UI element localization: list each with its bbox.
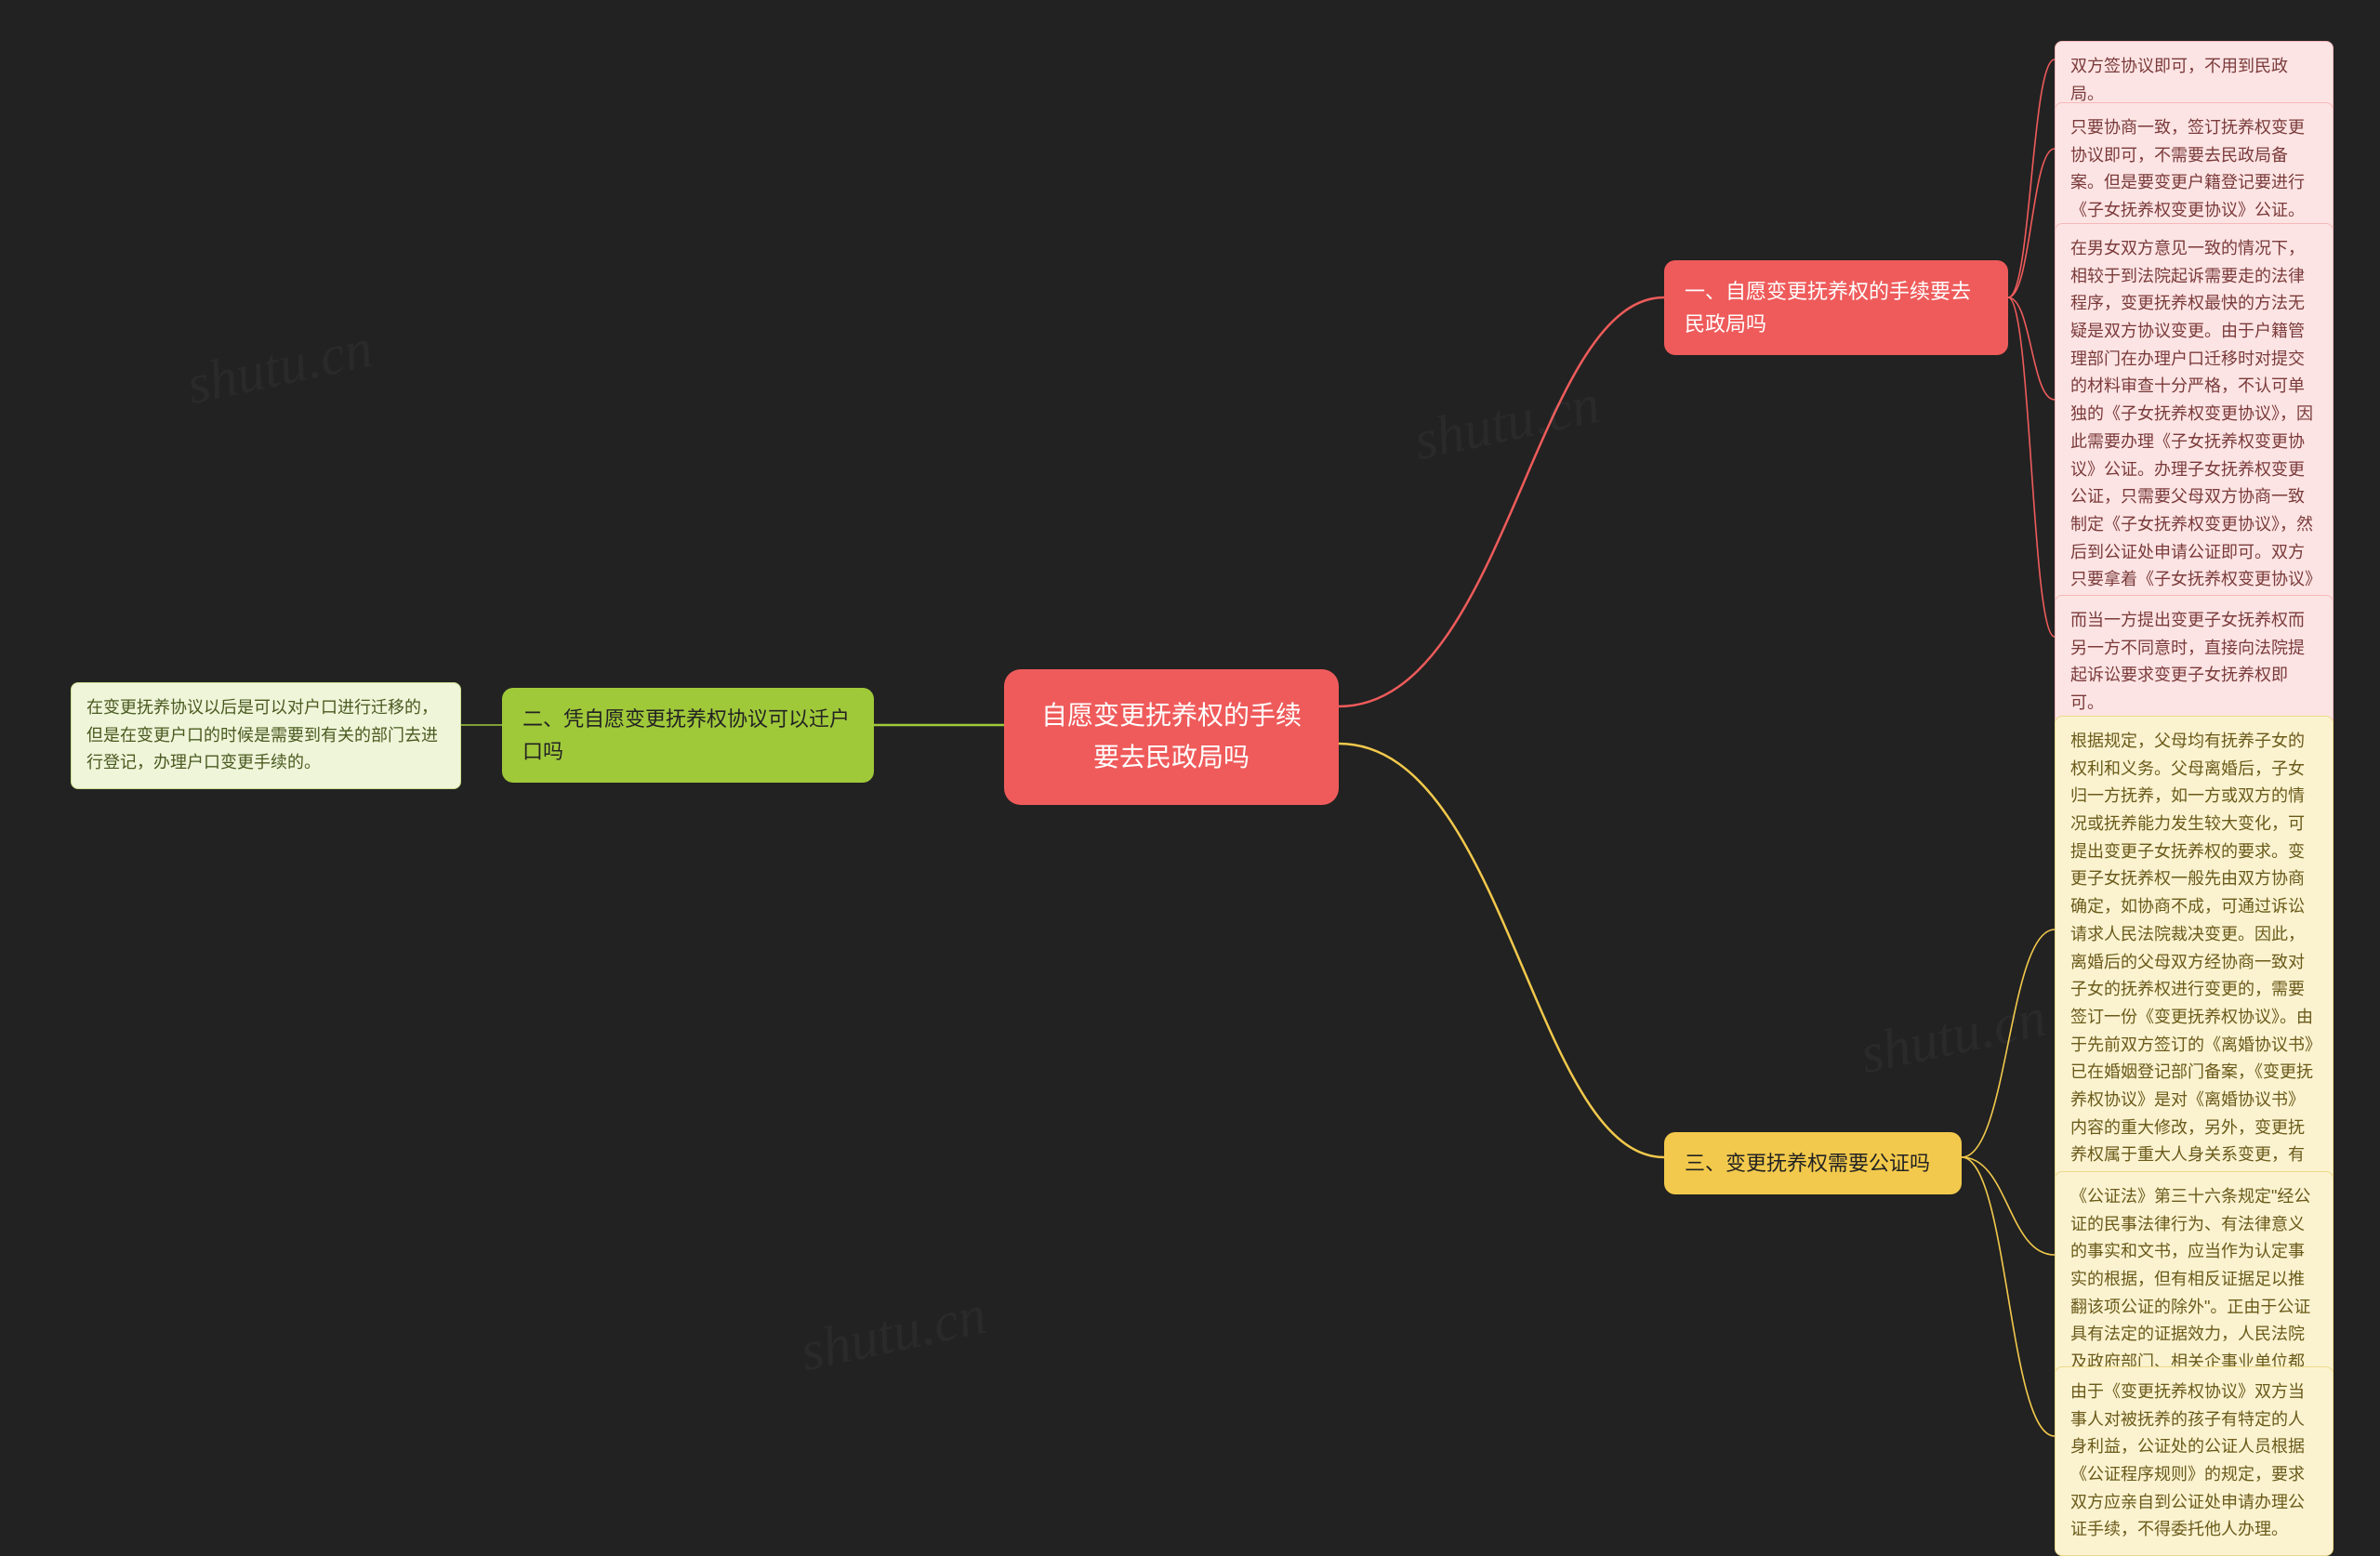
watermark: shutu.cn	[1855, 985, 2052, 1087]
branch-2[interactable]: 二、凭自愿变更抚养权协议可以迁户口吗	[502, 688, 874, 783]
branch-1[interactable]: 一、自愿变更抚养权的手续要去民政局吗	[1664, 260, 2008, 355]
branch-3[interactable]: 三、变更抚养权需要公证吗	[1664, 1132, 1962, 1194]
branch-2-leaf-0[interactable]: 在变更抚养协议以后是可以对户口进行迁移的，但是在变更户口的时候是需要到有关的部门…	[71, 682, 461, 789]
root-node[interactable]: 自愿变更抚养权的手续要去民政局吗	[1004, 669, 1339, 805]
watermark: shutu.cn	[795, 1283, 992, 1384]
branch-3-leaf-2[interactable]: 由于《变更抚养权协议》双方当事人对被抚养的孩子有特定的人身利益，公证处的公证人员…	[2055, 1366, 2334, 1556]
branch-1-title: 一、自愿变更抚养权的手续要去民政局吗	[1685, 280, 1971, 336]
watermark: shutu.cn	[1408, 372, 1606, 473]
leaf-text: 双方签协议即可，不用到民政局。	[2070, 57, 2288, 103]
leaf-text: 在变更抚养协议以后是可以对户口进行迁移的，但是在变更户口的时候是需要到有关的部门…	[86, 698, 438, 771]
branch-2-title: 二、凭自愿变更抚养权协议可以迁户口吗	[522, 707, 850, 763]
leaf-text: 由于《变更抚养权协议》双方当事人对被抚养的孩子有特定的人身利益，公证处的公证人员…	[2070, 1382, 2305, 1538]
root-text: 自愿变更抚养权的手续要去民政局吗	[1041, 701, 1302, 771]
branch-1-leaf-1[interactable]: 只要协商一致，签订抚养权变更协议即可，不需要去民政局备案。但是要变更户籍登记要进…	[2055, 102, 2334, 237]
leaf-text: 只要协商一致，签订抚养权变更协议即可，不需要去民政局备案。但是要变更户籍登记要进…	[2070, 118, 2305, 219]
branch-1-leaf-3[interactable]: 而当一方提出变更子女抚养权而另一方不同意时，直接向法院提起诉讼要求变更子女抚养权…	[2055, 595, 2334, 730]
leaf-text: 根据规定，父母均有抚养子女的权利和义务。父母离婚后，子女归一方抚养，如一方或双方…	[2070, 732, 2313, 1246]
leaf-text: 而当一方提出变更子女抚养权而另一方不同意时，直接向法院提起诉讼要求变更子女抚养权…	[2070, 611, 2305, 712]
leaf-text: 在男女双方意见一致的情况下，相较于到法院起诉需要走的法律程序，变更抚养权最快的方…	[2070, 239, 2313, 644]
watermark: shutu.cn	[181, 316, 378, 417]
branch-3-title: 三、变更抚养权需要公证吗	[1685, 1152, 1930, 1175]
